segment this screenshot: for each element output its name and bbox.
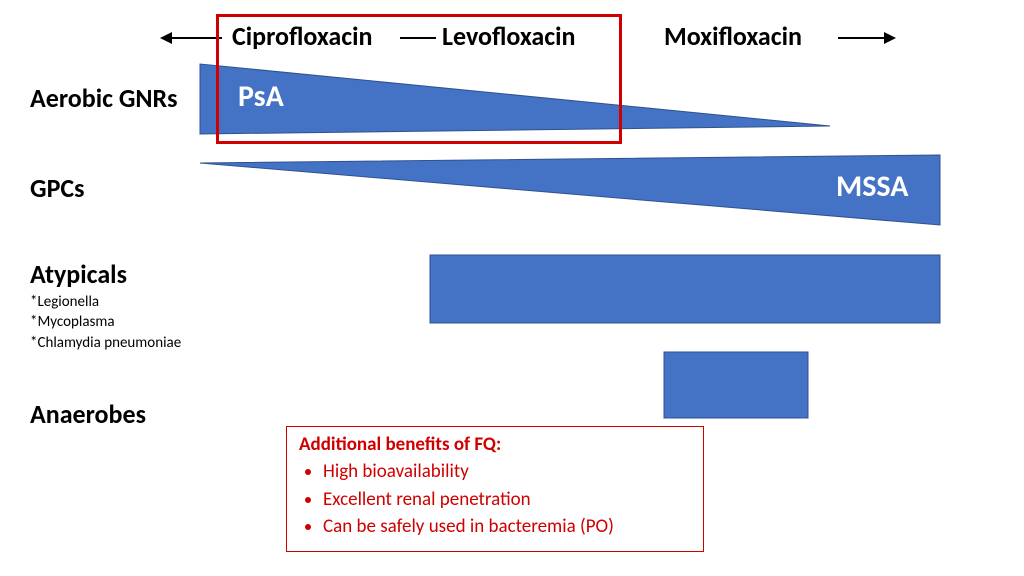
arrow-left-head [160,32,172,44]
benefits-list: High bioavailability Excellent renal pen… [299,458,691,541]
drug-moxifloxacin: Moxifloxacin [664,20,802,52]
benefits-title: Additional benefits of FQ: [299,433,691,456]
gpc-coverage-shape [200,155,940,225]
arrow-right-line [838,37,884,39]
benefits-item-0: High bioavailability [323,458,691,486]
atypicals-sublist: *Legionella *Mycoplasma *Chlamydia pneum… [30,292,181,353]
gpc-shape-label: MSSA [836,168,908,205]
row-label-gnr: Aerobic GNRs [30,82,178,114]
benefits-box: Additional benefits of FQ: High bioavail… [286,426,704,552]
benefits-item-1: Excellent renal penetration [323,486,691,514]
atypicals-sub-2: *Chlamydia pneumoniae [30,333,181,353]
anaerobes-coverage-shape [664,352,808,418]
diagram-canvas: Ciprofloxacin Levofloxacin Moxifloxacin … [0,0,1024,576]
benefits-item-2: Can be safely used in bacteremia (PO) [323,513,691,541]
arrow-right-head [884,32,896,44]
atypicals-coverage-shape [430,255,940,323]
arrow-left-line [172,37,222,39]
highlight-box [216,14,622,144]
atypicals-sub-0: *Legionella [30,292,181,312]
row-label-gpc: GPCs [30,172,85,204]
row-label-anaerobes: Anaerobes [30,398,146,430]
atypicals-sub-1: *Mycoplasma [30,312,181,332]
row-label-atypicals: Atypicals [30,258,127,290]
